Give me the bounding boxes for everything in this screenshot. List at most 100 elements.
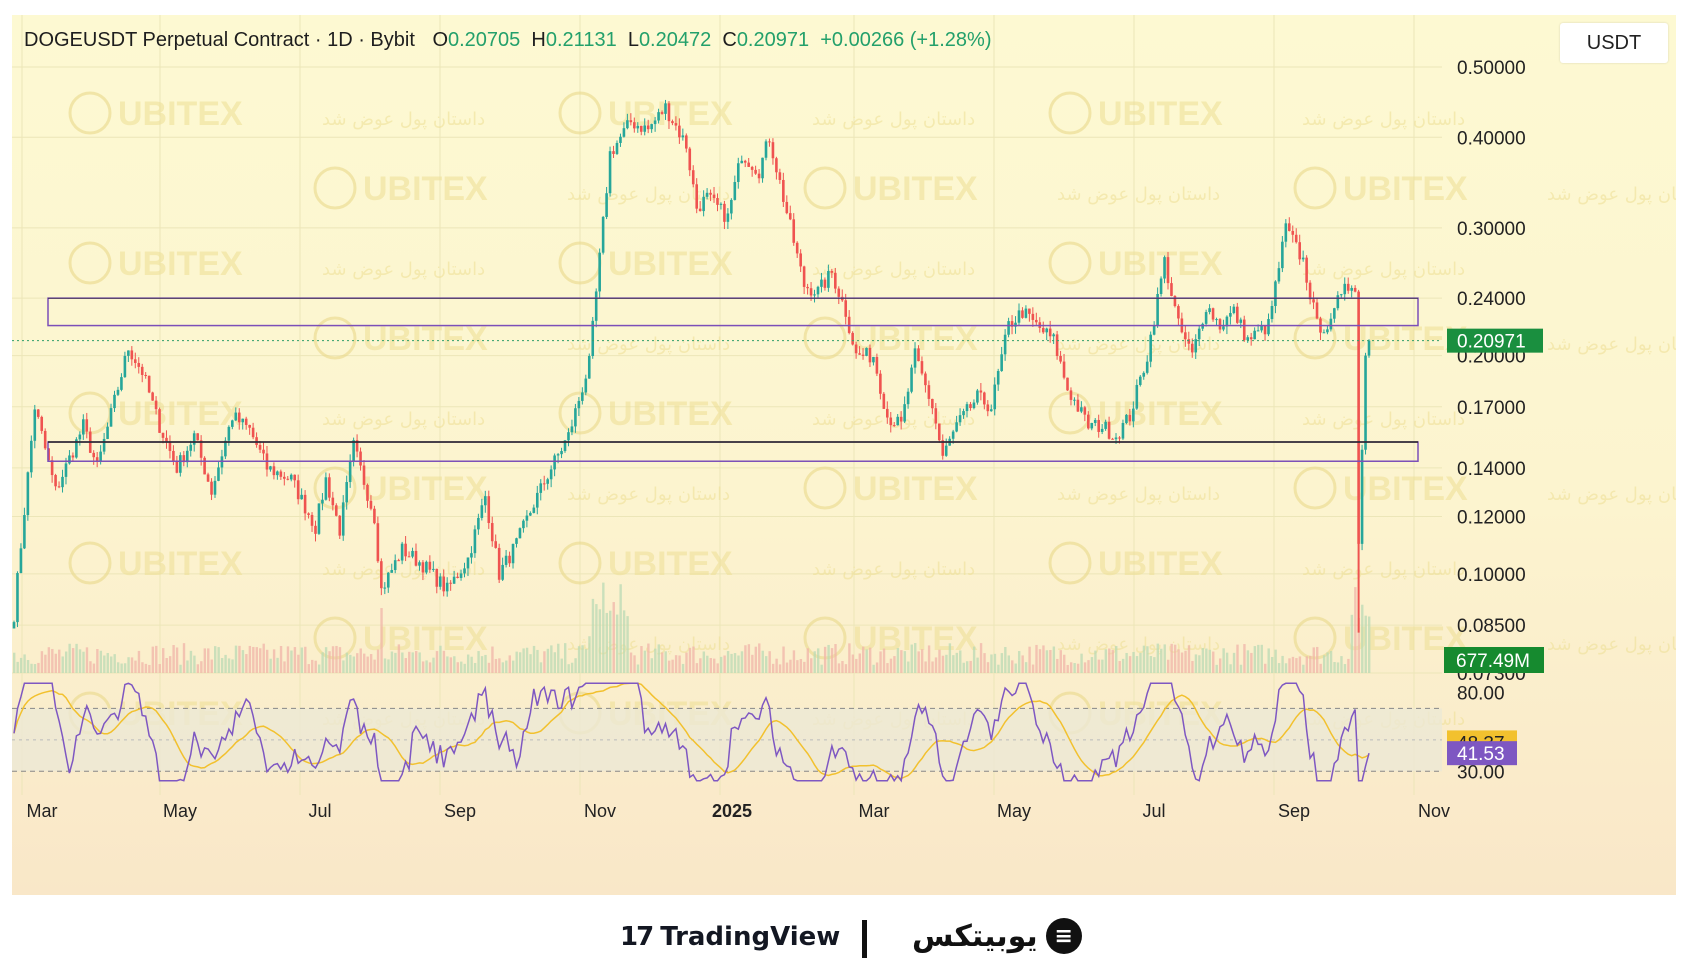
candle-body <box>896 416 899 426</box>
volume-bar <box>1111 650 1114 673</box>
volume-bar <box>435 651 439 673</box>
volume-bar <box>719 656 723 673</box>
candle-body <box>813 294 816 296</box>
volume-bar <box>848 643 851 673</box>
volume-bars <box>13 582 1371 673</box>
volume-bar <box>816 648 820 673</box>
volume-bar <box>983 653 986 673</box>
volume-bar <box>598 609 602 673</box>
time-tick-label: Sep <box>1278 801 1310 821</box>
candle-body <box>1315 302 1319 319</box>
volume-bar <box>546 648 550 673</box>
volume-bar <box>165 657 168 673</box>
candle-body <box>303 494 307 514</box>
candle-body <box>390 570 394 573</box>
volume-bar <box>990 654 993 673</box>
candle-body <box>23 515 26 549</box>
candle-body <box>1253 330 1256 340</box>
candle-body <box>1111 438 1114 440</box>
volume-bar <box>47 647 51 673</box>
candle-body <box>1222 326 1225 330</box>
candle-body <box>1194 339 1198 353</box>
candle-body <box>664 103 667 114</box>
volume-bar <box>695 663 699 673</box>
volume-bar <box>823 646 827 673</box>
candle-body <box>782 179 785 202</box>
candle-body <box>1177 306 1180 319</box>
candle-body <box>903 404 906 422</box>
volume-bar <box>307 664 310 673</box>
volume-bar <box>1191 660 1194 673</box>
volume-bar <box>1239 664 1243 673</box>
volume-bar <box>61 656 64 673</box>
watermark-tagline: داستان پول عوض شد <box>1057 484 1220 505</box>
volume-bar <box>78 649 82 673</box>
watermark-brand: UBITEX <box>118 545 243 583</box>
candle-body <box>1080 407 1083 412</box>
candle-body <box>158 409 161 433</box>
candle-body <box>993 384 997 410</box>
candle-body <box>1163 257 1166 279</box>
volume-bar <box>910 644 913 673</box>
volume-bar <box>841 661 844 673</box>
volume-bar <box>463 663 466 673</box>
candle-body <box>421 562 425 573</box>
candle-body <box>1277 268 1281 282</box>
axes: 0.500000.400000.300000.240000.200000.170… <box>27 58 1544 821</box>
volume-bar <box>418 652 421 673</box>
volume-bar <box>162 648 165 673</box>
volume-bar <box>1368 616 1371 673</box>
watermark-brand: UBITEX <box>853 470 978 508</box>
volume-bar <box>189 650 193 673</box>
tradingview-brand: TradingView <box>660 922 841 952</box>
volume-bar <box>338 647 342 673</box>
candle-body <box>92 452 96 458</box>
volume-bar <box>186 660 189 673</box>
candle-body <box>1035 319 1038 323</box>
candle-body <box>740 160 744 164</box>
volume-bar <box>44 654 47 673</box>
volume-bar <box>68 643 71 673</box>
candle-body <box>286 478 290 480</box>
currency-button[interactable]: USDT <box>1560 23 1668 63</box>
candle-body <box>764 141 768 158</box>
candle-body <box>1076 399 1080 412</box>
volume-bar <box>1063 654 1066 673</box>
candle-body <box>816 286 820 295</box>
candle-body <box>269 466 272 470</box>
candle-body <box>633 122 636 129</box>
ubitex-watermark-icon <box>803 466 847 510</box>
candle-body <box>296 480 300 500</box>
candle-body <box>757 173 761 179</box>
volume-bar <box>252 646 255 673</box>
watermark-brand: UBITEX <box>608 95 733 133</box>
volume-bar <box>113 654 116 673</box>
volume-bar <box>806 648 809 673</box>
volume-bar <box>487 662 491 673</box>
chart-frame[interactable]: UBITEX داستان پول عوض شد UBITEX داستان پول … <box>12 15 1676 895</box>
volume-bar <box>688 647 692 673</box>
watermark-layer: UBITEX داستان پول عوض شد UBITEX داستان پول … <box>68 91 1676 735</box>
volume-bar <box>872 664 875 673</box>
candle-body <box>515 538 518 544</box>
volume-bar <box>529 654 532 673</box>
volume-bar <box>1347 658 1350 673</box>
candle-body <box>480 505 484 518</box>
candle-body <box>435 568 439 587</box>
volume-bar <box>716 663 719 673</box>
candle-body <box>64 463 68 477</box>
candle-body <box>1291 230 1295 235</box>
candle-body <box>456 576 459 578</box>
candle-body <box>910 367 913 392</box>
price-chart[interactable]: UBITEX داستان پول عوض شد UBITEX داستان پول … <box>12 15 1676 895</box>
candle-body <box>1190 343 1194 353</box>
candle-body <box>137 362 141 367</box>
watermark-brand: UBITEX <box>1098 245 1223 283</box>
volume-bar <box>1146 646 1149 673</box>
candle-body <box>1215 319 1218 321</box>
watermark-tagline: داستان پول عوض شد <box>1057 184 1220 205</box>
volume-bar <box>955 652 959 673</box>
candle-body <box>1249 337 1253 340</box>
volume-bar <box>120 663 123 673</box>
candle-body <box>601 216 605 253</box>
